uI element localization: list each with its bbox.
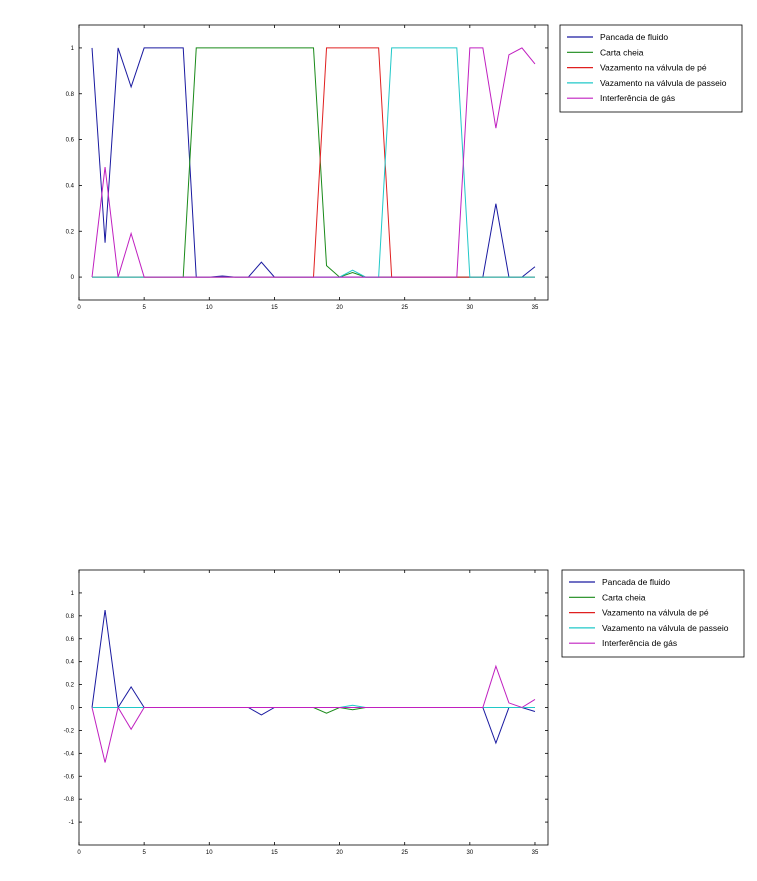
x-tick-label: 10 bbox=[206, 850, 213, 856]
x-tick-label: 0 bbox=[77, 305, 81, 311]
y-tick-label: 0.4 bbox=[66, 183, 75, 189]
y-tick-label: -0.4 bbox=[64, 751, 75, 757]
x-tick-label: 5 bbox=[142, 850, 146, 856]
series-line bbox=[92, 47, 535, 278]
legend-label: Pancada de fluido bbox=[600, 32, 668, 42]
x-tick-label: 25 bbox=[401, 305, 408, 311]
y-tick-label: 0.8 bbox=[66, 614, 75, 620]
series-line bbox=[91, 610, 536, 745]
y-tick-label: 0.2 bbox=[66, 683, 75, 689]
legend-label: Vazamento na válvula de pé bbox=[602, 608, 709, 618]
plot-frame bbox=[78, 24, 549, 301]
x-tick-label: 0 bbox=[77, 850, 81, 856]
series-line bbox=[91, 47, 536, 278]
y-tick-label: 1 bbox=[71, 591, 75, 597]
x-tick-label: 30 bbox=[466, 305, 473, 311]
x-tick-label: 35 bbox=[532, 305, 539, 311]
x-tick-label: 35 bbox=[532, 850, 539, 856]
series-line bbox=[91, 664, 536, 763]
legend-label: Vazamento na válvula de pé bbox=[600, 63, 707, 73]
x-tick-label: 20 bbox=[336, 850, 343, 856]
legend-label: Interferência de gás bbox=[600, 93, 675, 103]
legend-label: Vazamento na válvula de passeio bbox=[602, 623, 729, 633]
series-line bbox=[92, 47, 535, 278]
y-tick-label: 0.6 bbox=[66, 637, 75, 643]
y-tick-label: 1 bbox=[71, 46, 75, 52]
legend-box bbox=[559, 24, 743, 113]
series-line bbox=[92, 706, 535, 714]
y-tick-label: 0.4 bbox=[66, 660, 75, 666]
legend-box bbox=[561, 569, 745, 658]
x-tick-label: 5 bbox=[142, 305, 146, 311]
y-tick-label: -0.8 bbox=[64, 797, 75, 803]
series-line bbox=[92, 47, 535, 278]
legend-label: Carta cheia bbox=[602, 592, 646, 602]
legend-label: Interferência de gás bbox=[602, 638, 677, 648]
legend-label: Pancada de fluido bbox=[602, 577, 670, 587]
y-tick-label: -0.2 bbox=[64, 728, 75, 734]
x-tick-label: 15 bbox=[271, 305, 278, 311]
y-tick-label: 0 bbox=[71, 706, 75, 712]
x-tick-label: 25 bbox=[401, 850, 408, 856]
y-tick-label: -1 bbox=[69, 820, 75, 826]
legend-label: Vazamento na válvula de passeio bbox=[600, 78, 727, 88]
y-tick-label: 0.2 bbox=[66, 229, 75, 235]
x-tick-label: 10 bbox=[206, 305, 213, 311]
y-tick-label: 0.6 bbox=[66, 138, 75, 144]
chart-1: 0 5 10 15 20 25 30 35 0 0.2 0.4 0.6 0.8 1 Pancada de f… bbox=[66, 24, 743, 311]
legend-label: Carta cheia bbox=[600, 47, 644, 57]
chart-2: 0 5 10 15 20 25 30 35 -1 -0.8 -0.6 -0.4 -0.2 0 0.2 0.4 0… bbox=[64, 569, 745, 856]
y-tick-label: 0 bbox=[71, 275, 75, 281]
x-tick-label: 30 bbox=[466, 850, 473, 856]
series-line bbox=[91, 47, 536, 278]
y-tick-label: -0.6 bbox=[64, 774, 75, 780]
y-tick-label: 0.8 bbox=[66, 92, 75, 98]
x-tick-label: 15 bbox=[271, 850, 278, 856]
x-tick-label: 20 bbox=[336, 305, 343, 311]
